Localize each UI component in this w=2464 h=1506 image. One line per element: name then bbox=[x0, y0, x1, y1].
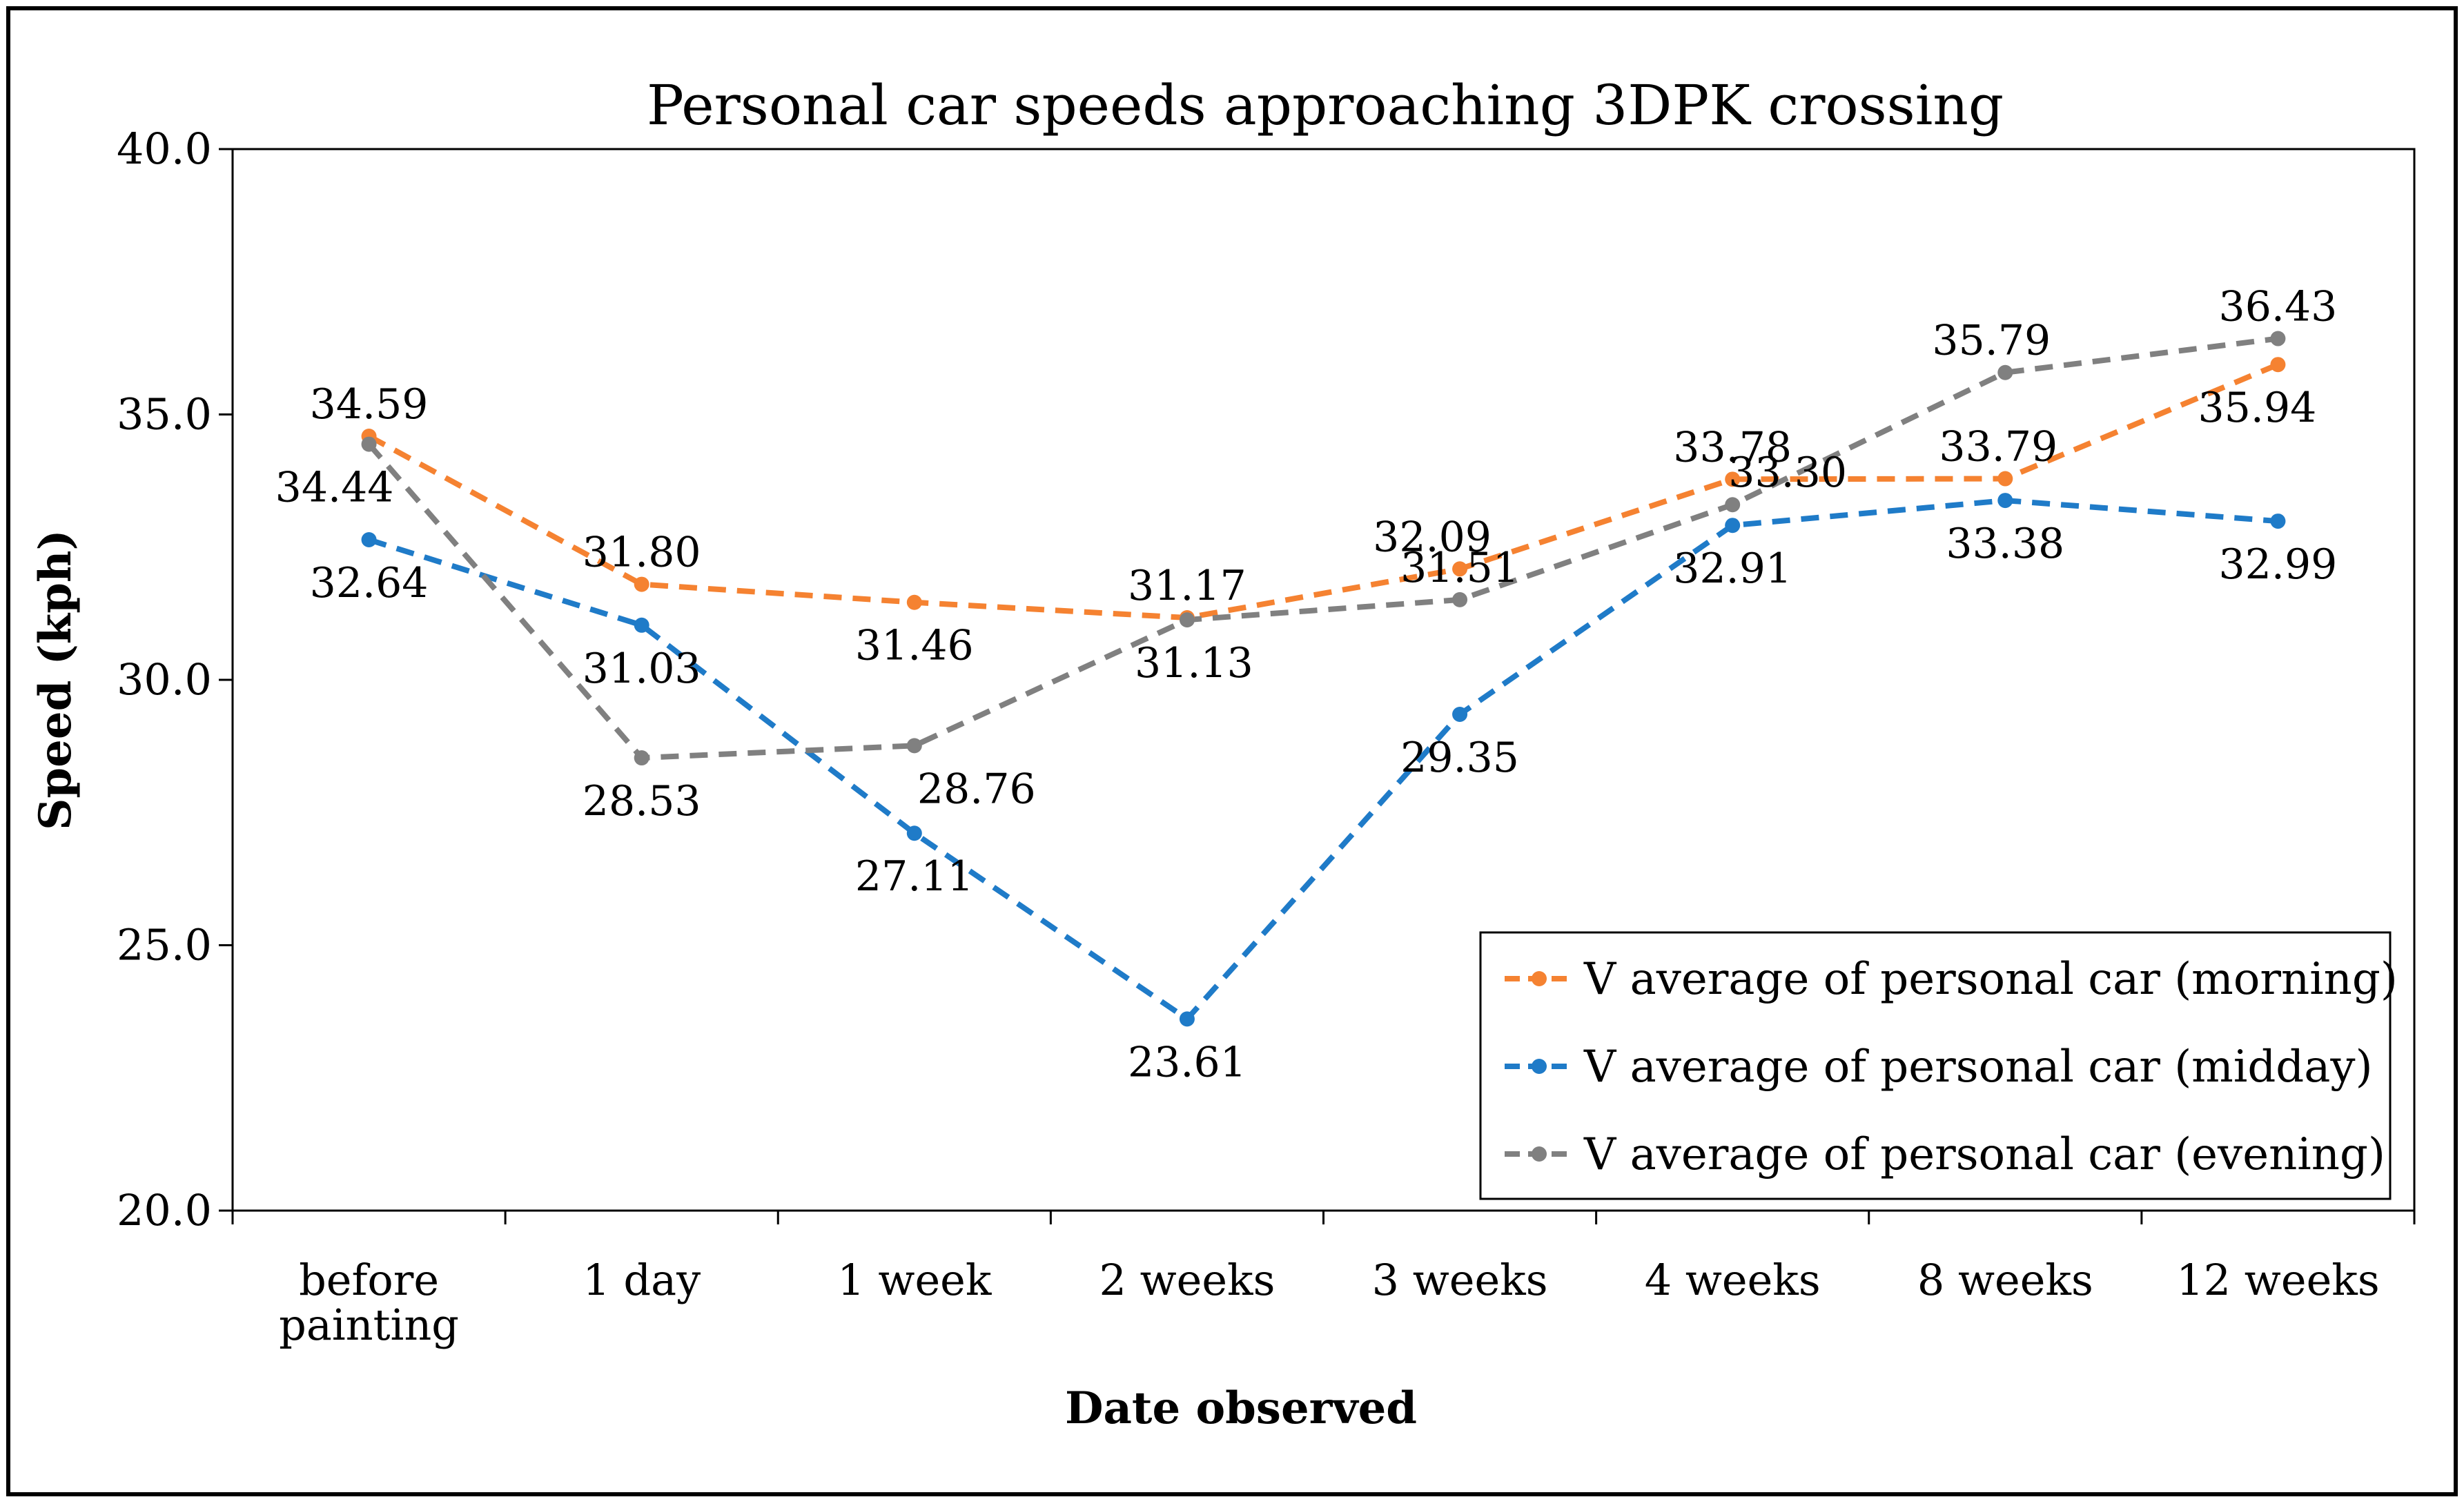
data-label: 31.17 bbox=[1128, 562, 1246, 610]
x-tick-label: 12 weeks bbox=[2176, 1255, 2379, 1305]
y-tick-label: 35.0 bbox=[117, 389, 212, 440]
series-line-0 bbox=[367, 362, 2279, 621]
series-layer bbox=[361, 331, 2286, 1027]
y-tick-label: 40.0 bbox=[117, 124, 212, 174]
data-point-1 bbox=[361, 531, 377, 547]
y-axis: 20.0 25.0 30.0 35.0 40.0 bbox=[117, 124, 233, 1235]
legend-box bbox=[1479, 931, 2392, 1200]
legend-label-2: V average of personal car (evening) bbox=[1583, 1129, 2385, 1180]
x-tick-label: 1 week bbox=[837, 1255, 992, 1305]
data-label: 32.91 bbox=[1673, 545, 1792, 593]
data-label: 23.61 bbox=[1128, 1038, 1246, 1086]
x-axis-title: Date observed bbox=[1065, 1382, 1417, 1434]
data-point-2 bbox=[906, 738, 922, 754]
legend: V average of personal car (morning) V ave… bbox=[1479, 931, 2398, 1200]
data-label: 32.99 bbox=[2219, 540, 2338, 589]
data-labels-layer: 34.59 31.80 31.46 31.17 32.09 33.78 33.79 35.94… bbox=[275, 283, 2338, 1087]
data-label: 31.03 bbox=[583, 645, 701, 693]
data-point-2 bbox=[634, 750, 649, 766]
data-label: 32.64 bbox=[310, 559, 429, 607]
data-point-0 bbox=[2270, 357, 2286, 373]
data-point-1 bbox=[1725, 518, 1741, 534]
x-tick-label: 8 weeks bbox=[1917, 1255, 2093, 1305]
x-tick-label: 2 weeks bbox=[1099, 1255, 1275, 1305]
data-point-1 bbox=[1452, 706, 1468, 722]
series-line-2 bbox=[366, 335, 2278, 761]
data-point-2 bbox=[361, 436, 377, 452]
y-tick-label: 30.0 bbox=[117, 654, 212, 705]
data-label: 31.46 bbox=[855, 622, 974, 670]
x-tick-label: 3 weeks bbox=[1372, 1255, 1548, 1305]
data-label: 36.43 bbox=[2219, 283, 2338, 331]
data-label: 31.51 bbox=[1400, 544, 1519, 592]
y-axis-title: Speed (kph) bbox=[30, 529, 81, 830]
data-label: 32.09 bbox=[1373, 513, 1492, 561]
data-label: 31.13 bbox=[1135, 639, 1253, 687]
data-point-2 bbox=[1997, 364, 2013, 380]
data-point-0 bbox=[1997, 471, 2013, 487]
data-label: 31.80 bbox=[583, 529, 701, 577]
legend-label-0: V average of personal car (morning) bbox=[1583, 954, 2398, 1005]
data-point-1 bbox=[1997, 493, 2013, 509]
series-line-1 bbox=[368, 498, 2278, 1023]
data-label: 33.38 bbox=[1946, 520, 2064, 568]
data-label: 35.79 bbox=[1932, 317, 2051, 365]
data-point-2 bbox=[1452, 591, 1468, 607]
chart-title: Personal car speeds approaching 3DPK cro… bbox=[647, 73, 2004, 137]
data-point-1 bbox=[906, 825, 922, 841]
data-point-2 bbox=[2270, 331, 2286, 346]
x-tick-label: 4 weeks bbox=[1645, 1255, 1821, 1305]
chart-border bbox=[6, 6, 2458, 1496]
legend-marker-2 bbox=[1532, 1146, 1547, 1162]
legend-marker-1 bbox=[1532, 1059, 1547, 1074]
data-label: 34.59 bbox=[310, 380, 429, 429]
data-label: 35.94 bbox=[2198, 384, 2317, 432]
legend-label-1: V average of personal car (midday) bbox=[1583, 1042, 2373, 1093]
data-point-0 bbox=[634, 576, 649, 592]
y-tick-label: 20.0 bbox=[117, 1185, 212, 1235]
data-point-1 bbox=[634, 617, 649, 633]
data-point-1 bbox=[1179, 1011, 1195, 1027]
data-point-0 bbox=[1725, 471, 1741, 487]
data-point-0 bbox=[906, 594, 922, 610]
x-tick-label: 1 day bbox=[583, 1255, 701, 1305]
data-label: 34.44 bbox=[275, 464, 394, 512]
data-point-0 bbox=[1452, 561, 1468, 577]
legend-marker-0 bbox=[1532, 971, 1547, 986]
y-tick-label: 25.0 bbox=[117, 920, 212, 970]
x-tick-label: before bbox=[299, 1255, 439, 1305]
x-tick-label: painting bbox=[279, 1300, 459, 1350]
data-label: 28.76 bbox=[917, 765, 1036, 813]
data-point-1 bbox=[2270, 514, 2286, 529]
data-label: 29.35 bbox=[1400, 734, 1519, 782]
data-label: 27.11 bbox=[855, 852, 974, 901]
data-label: 28.53 bbox=[583, 777, 701, 825]
data-label: 33.30 bbox=[1728, 449, 1847, 497]
data-point-2 bbox=[1179, 612, 1195, 628]
data-point-2 bbox=[1725, 497, 1741, 513]
data-label: 33.79 bbox=[1939, 423, 2057, 471]
data-label: 33.78 bbox=[1673, 423, 1792, 471]
